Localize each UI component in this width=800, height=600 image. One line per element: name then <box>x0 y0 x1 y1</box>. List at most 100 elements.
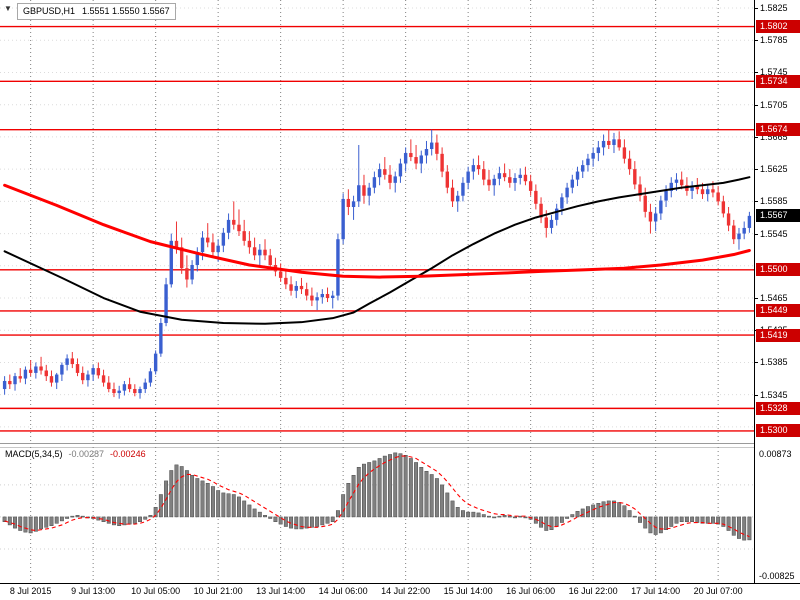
candle-body <box>565 187 569 198</box>
macd-bar <box>231 494 236 518</box>
candle-body <box>159 322 163 354</box>
time-label: 14 Jul 06:00 <box>318 586 368 596</box>
candle-body <box>440 153 444 172</box>
price-level-badge: 1.5500 <box>756 263 800 277</box>
macd-bar <box>299 516 304 530</box>
candle-body <box>445 171 450 188</box>
macd-signal-line[interactable] <box>4 455 750 538</box>
time-axis-line <box>0 583 800 584</box>
candle-body <box>336 239 340 296</box>
candle-body <box>331 295 335 299</box>
candle-body <box>284 277 288 285</box>
macd-indicator-panel[interactable] <box>0 447 754 583</box>
candle-body <box>706 189 710 195</box>
macd-bar <box>554 516 559 527</box>
candle-body <box>310 295 314 301</box>
candle-body <box>586 158 590 166</box>
candle-body <box>435 142 439 154</box>
macd-bar <box>179 466 184 518</box>
macd-bar <box>419 467 424 518</box>
candle-body <box>534 190 538 204</box>
candle-body <box>23 369 28 379</box>
candle-body <box>44 370 48 377</box>
candle-body <box>377 169 382 178</box>
main-price-chart[interactable] <box>0 0 754 443</box>
black-ma-line[interactable] <box>3 176 751 325</box>
candle-body <box>742 227 746 234</box>
candle-body <box>549 219 554 228</box>
macd-bar <box>294 516 299 530</box>
quick-trade-dropdown-icon[interactable]: ▼ <box>4 4 12 13</box>
macd-bar <box>429 474 434 518</box>
macd-bar <box>59 516 64 522</box>
macd-bar <box>674 516 679 524</box>
candle-body <box>638 184 642 196</box>
macd-bar <box>362 463 366 518</box>
candle-body <box>466 171 470 183</box>
macd-bar <box>335 510 340 518</box>
macd-indicator-label: MACD(5,34,5) -0.00287 -0.00246 <box>5 449 146 459</box>
macd-bar <box>414 462 419 518</box>
time-label: 15 Jul 14:00 <box>443 586 493 596</box>
macd-bar <box>283 516 288 527</box>
price-tick-label: 1.5625 <box>760 164 788 175</box>
price-tick-mark <box>755 169 758 171</box>
candle-body <box>174 240 179 248</box>
macd-bar <box>138 516 142 522</box>
macd-bar <box>575 511 580 518</box>
candle-body <box>278 271 283 278</box>
macd-bar <box>601 501 606 518</box>
panel-splitter[interactable] <box>0 443 800 448</box>
candle-body <box>539 203 543 218</box>
macd-bar <box>487 515 491 518</box>
candle-body <box>747 215 752 228</box>
macd-bar <box>382 455 387 518</box>
red-ma-line[interactable] <box>3 183 751 279</box>
price-axis[interactable]: 1.5825 1.5785 1.5745 1.5705 1.5665 1.5625 1.55… <box>754 0 800 583</box>
macd-bar <box>242 500 247 518</box>
candle-body <box>237 224 241 232</box>
price-tick-label: 1.5705 <box>760 99 788 110</box>
current-price-badge: 1.5567 <box>756 209 800 223</box>
macd-bar <box>705 516 710 524</box>
macd-bar <box>54 516 59 524</box>
candle-body <box>711 189 715 193</box>
macd-bar <box>127 516 132 525</box>
candle-body <box>502 173 507 178</box>
candle-body <box>169 240 173 285</box>
macd-bar <box>49 516 54 526</box>
symbol-info-box: GBPUSD,H1 1.5551 1.5550 1.5567 <box>17 3 176 20</box>
candle-body <box>622 147 627 159</box>
candle-body <box>721 201 726 214</box>
candle-body <box>86 374 90 381</box>
macd-bar <box>18 516 23 531</box>
candle-body <box>148 371 153 383</box>
macd-bar <box>450 500 455 518</box>
macd-bar <box>731 516 736 536</box>
candle-body <box>648 211 653 222</box>
macd-bar <box>237 496 241 518</box>
candle-body <box>8 380 12 385</box>
macd-bar <box>33 516 38 532</box>
macd-bar <box>570 514 575 518</box>
macd-bar <box>23 516 28 533</box>
candle-body <box>544 217 548 228</box>
candle-body <box>232 219 236 225</box>
candle-body <box>471 165 476 172</box>
candle-body <box>54 374 59 383</box>
time-label: 17 Jul 14:00 <box>631 586 681 596</box>
macd-bar <box>716 516 721 525</box>
candle-body <box>299 285 304 290</box>
macd-bar <box>13 516 17 529</box>
macd-bar <box>721 516 726 527</box>
macd-bar <box>75 515 80 518</box>
macd-bar <box>559 516 564 523</box>
candle-body <box>685 185 689 191</box>
macd-bar <box>669 516 674 527</box>
macd-bar <box>39 516 44 530</box>
macd-bar <box>580 508 585 518</box>
candle-body <box>393 176 397 183</box>
macd-bar <box>549 516 554 530</box>
candle-body <box>185 268 189 280</box>
time-axis[interactable]: 8 Jul 2015 9 Jul 13:00 10 Jul 05:00 10 Jul … <box>0 584 800 600</box>
